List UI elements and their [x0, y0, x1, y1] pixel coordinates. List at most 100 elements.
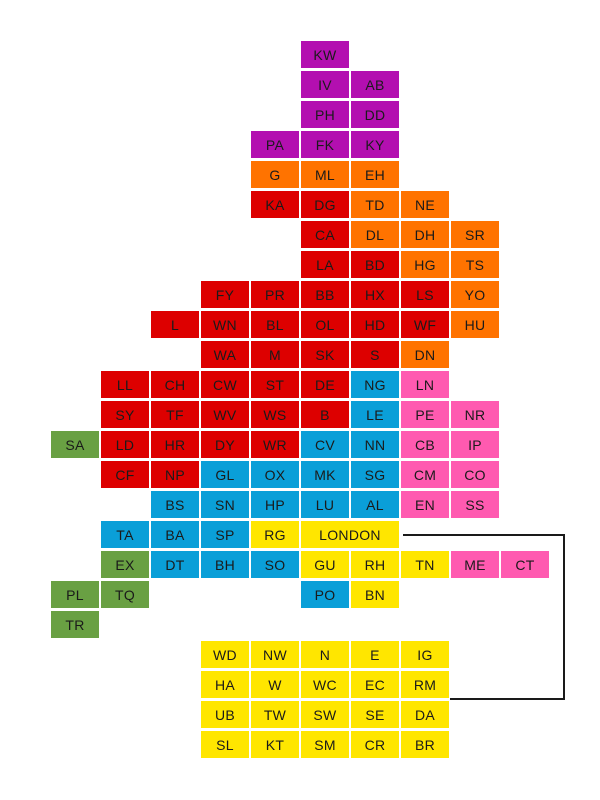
- postcode-tile-ca: CA: [301, 221, 349, 248]
- postcode-tile-np: NP: [151, 461, 199, 488]
- postcode-tile-eh: EH: [351, 161, 399, 188]
- postcode-tile-nw: NW: [251, 641, 299, 668]
- postcode-tile-ha: HA: [201, 671, 249, 698]
- postcode-tile-dn: DN: [401, 341, 449, 368]
- postcode-tile-td: TD: [351, 191, 399, 218]
- postcode-tile-fy: FY: [201, 281, 249, 308]
- postcode-tile-cr: CR: [351, 731, 399, 758]
- postcode-tile-bd: BD: [351, 251, 399, 278]
- postcode-tile-fk: FK: [301, 131, 349, 158]
- postcode-tile-so: SO: [251, 551, 299, 578]
- postcode-tile-ip: IP: [451, 431, 499, 458]
- postcode-tile-cb: CB: [401, 431, 449, 458]
- postcode-tile-ng: NG: [351, 371, 399, 398]
- postcode-tile-ka: KA: [251, 191, 299, 218]
- postcode-tile-hp: HP: [251, 491, 299, 518]
- postcode-tile-sr: SR: [451, 221, 499, 248]
- postcode-tile-london: LONDON: [301, 521, 399, 548]
- postcode-tile-wr: WR: [251, 431, 299, 458]
- postcode-tile-g: G: [251, 161, 299, 188]
- postcode-tile-mk: MK: [301, 461, 349, 488]
- postcode-tile-iv: IV: [301, 71, 349, 98]
- postcode-tile-ba: BA: [151, 521, 199, 548]
- postcode-tile-rm: RM: [401, 671, 449, 698]
- postcode-tile-hu: HU: [451, 311, 499, 338]
- postcode-tile-ts: TS: [451, 251, 499, 278]
- postcode-tile-sw: SW: [301, 701, 349, 728]
- postcode-tile-de: DE: [301, 371, 349, 398]
- postcode-tile-b: B: [301, 401, 349, 428]
- postcode-tile-gu: GU: [301, 551, 349, 578]
- postcode-tile-dt: DT: [151, 551, 199, 578]
- postcode-tile-tn: TN: [401, 551, 449, 578]
- postcode-tile-ox: OX: [251, 461, 299, 488]
- postcode-tile-ne: NE: [401, 191, 449, 218]
- postcode-tile-sa: SA: [51, 431, 99, 458]
- postcode-tile-ml: ML: [301, 161, 349, 188]
- postcode-tile-la: LA: [301, 251, 349, 278]
- postcode-tile-hx: HX: [351, 281, 399, 308]
- postcode-tile-wv: WV: [201, 401, 249, 428]
- postcode-tile-ub: UB: [201, 701, 249, 728]
- postcode-tile-rg: RG: [251, 521, 299, 548]
- postcode-tile-m: M: [251, 341, 299, 368]
- postcode-tile-ll: LL: [101, 371, 149, 398]
- postcode-tile-bl: BL: [251, 311, 299, 338]
- postcode-tile-bb: BB: [301, 281, 349, 308]
- postcode-tile-cm: CM: [401, 461, 449, 488]
- postcode-tile-ab: AB: [351, 71, 399, 98]
- postcode-tile-kt: KT: [251, 731, 299, 758]
- postcode-tile-ss: SS: [451, 491, 499, 518]
- postcode-tile-ln: LN: [401, 371, 449, 398]
- postcode-tile-lu: LU: [301, 491, 349, 518]
- postcode-tile-tw: TW: [251, 701, 299, 728]
- postcode-tile-l: L: [151, 311, 199, 338]
- postcode-tile-tf: TF: [151, 401, 199, 428]
- postcode-tile-pe: PE: [401, 401, 449, 428]
- postcode-tile-ta: TA: [101, 521, 149, 548]
- postcode-tile-cv: CV: [301, 431, 349, 458]
- postcode-tile-s: S: [351, 341, 399, 368]
- postcode-tile-sn: SN: [201, 491, 249, 518]
- postcode-tile-ig: IG: [401, 641, 449, 668]
- postcode-tile-al: AL: [351, 491, 399, 518]
- postcode-tile-dg: DG: [301, 191, 349, 218]
- postcode-tile-nr: NR: [451, 401, 499, 428]
- postcode-tile-n: N: [301, 641, 349, 668]
- postcode-tile-tr: TR: [51, 611, 99, 638]
- postcode-tile-sg: SG: [351, 461, 399, 488]
- postcode-tile-st: ST: [251, 371, 299, 398]
- postcode-tile-dl: DL: [351, 221, 399, 248]
- postcode-tile-sy: SY: [101, 401, 149, 428]
- postcode-tile-hd: HD: [351, 311, 399, 338]
- postcode-tile-wa: WA: [201, 341, 249, 368]
- postcode-tile-bs: BS: [151, 491, 199, 518]
- postcode-tile-ct: CT: [501, 551, 549, 578]
- postcode-tile-rh: RH: [351, 551, 399, 578]
- postcode-tile-gl: GL: [201, 461, 249, 488]
- postcode-tile-dy: DY: [201, 431, 249, 458]
- postcode-tile-pr: PR: [251, 281, 299, 308]
- postcode-tile-le: LE: [351, 401, 399, 428]
- postcode-tile-cw: CW: [201, 371, 249, 398]
- postcode-tile-wf: WF: [401, 311, 449, 338]
- postcode-tile-sm: SM: [301, 731, 349, 758]
- postcode-tile-wn: WN: [201, 311, 249, 338]
- postcode-tile-wc: WC: [301, 671, 349, 698]
- postcode-tile-da: DA: [401, 701, 449, 728]
- postcode-tile-bh: BH: [201, 551, 249, 578]
- postcode-tile-ol: OL: [301, 311, 349, 338]
- postcode-tile-sp: SP: [201, 521, 249, 548]
- postcode-tile-ky: KY: [351, 131, 399, 158]
- postcode-tile-ws: WS: [251, 401, 299, 428]
- postcode-tile-po: PO: [301, 581, 349, 608]
- postcode-tile-ec: EC: [351, 671, 399, 698]
- postcode-tile-pa: PA: [251, 131, 299, 158]
- postcode-tile-w: W: [251, 671, 299, 698]
- postcode-tile-en: EN: [401, 491, 449, 518]
- postcode-tile-ld: LD: [101, 431, 149, 458]
- postcode-tile-nn: NN: [351, 431, 399, 458]
- postcode-tile-sl: SL: [201, 731, 249, 758]
